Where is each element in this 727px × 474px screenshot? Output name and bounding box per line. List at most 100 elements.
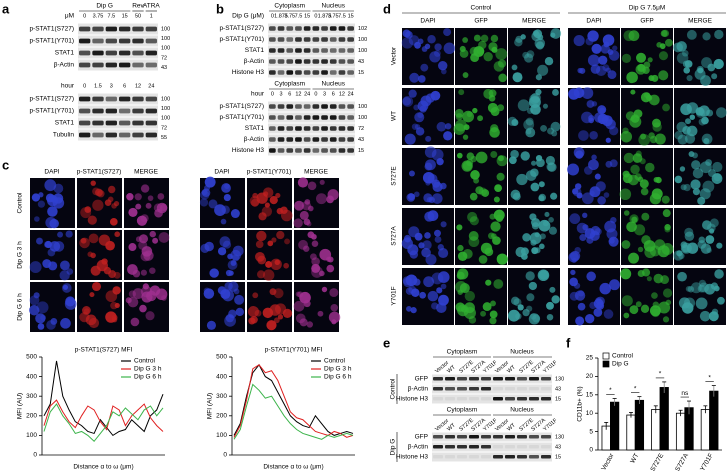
band xyxy=(517,435,527,439)
cell xyxy=(159,203,168,212)
cell xyxy=(575,316,585,326)
band xyxy=(445,435,455,439)
cell xyxy=(489,213,496,220)
cell xyxy=(431,302,439,310)
mw-marker: 100 xyxy=(161,116,170,122)
band xyxy=(329,59,337,64)
band xyxy=(105,26,117,32)
cell xyxy=(538,181,545,188)
blot-strip xyxy=(268,67,355,78)
cell xyxy=(462,134,469,140)
cell xyxy=(424,146,437,158)
row-label: p-STAT1(S727) xyxy=(219,25,264,32)
cell xyxy=(517,99,530,112)
cell xyxy=(524,53,534,63)
band xyxy=(457,435,467,439)
band xyxy=(541,377,551,381)
cell xyxy=(551,295,560,304)
lane-label: 1 xyxy=(150,13,153,19)
cell xyxy=(676,41,687,52)
cell xyxy=(582,212,588,218)
cell xyxy=(149,230,156,238)
cell xyxy=(612,45,618,51)
cell xyxy=(711,73,718,80)
cell xyxy=(662,209,671,218)
cell xyxy=(646,276,652,282)
cell xyxy=(423,276,435,288)
mw-marker: 43 xyxy=(358,137,364,143)
cell xyxy=(457,304,469,317)
cell xyxy=(623,30,635,42)
cell xyxy=(480,34,489,43)
cell xyxy=(645,162,655,173)
cell xyxy=(522,233,531,242)
cell xyxy=(266,320,277,331)
band xyxy=(295,148,302,153)
cell xyxy=(579,67,586,74)
cell xyxy=(409,250,419,259)
band xyxy=(541,435,551,439)
cell xyxy=(37,200,46,208)
band xyxy=(481,445,491,449)
cell xyxy=(105,240,115,251)
cell xyxy=(275,192,281,199)
mw-marker: 100 xyxy=(161,96,170,102)
chart-title: p-STAT1(Y701) MFI xyxy=(265,347,323,354)
cell xyxy=(709,228,715,234)
cell xyxy=(57,231,64,238)
blot-strip xyxy=(268,45,355,56)
cell xyxy=(483,88,494,99)
cell xyxy=(437,244,444,251)
band xyxy=(517,445,527,449)
cell xyxy=(538,193,547,202)
cell xyxy=(46,195,59,207)
band xyxy=(493,455,503,459)
y-tick-label: 20 xyxy=(586,373,594,380)
band xyxy=(321,59,328,64)
cell xyxy=(697,196,706,205)
cell xyxy=(548,216,554,223)
cell xyxy=(690,179,701,190)
cell xyxy=(648,75,655,82)
lane-label: 12 xyxy=(339,91,345,97)
mw-marker: 15 xyxy=(555,454,561,460)
cell xyxy=(258,212,267,221)
band xyxy=(445,397,455,401)
x-tick-label: S727A xyxy=(674,452,690,473)
blot-strip xyxy=(268,145,355,156)
cell xyxy=(255,240,264,249)
band xyxy=(433,387,443,391)
column-label: MERGE xyxy=(522,18,547,25)
cell xyxy=(525,128,532,135)
cell xyxy=(680,184,687,191)
cell xyxy=(36,301,49,314)
band xyxy=(338,104,346,109)
cell xyxy=(633,109,643,119)
cell xyxy=(514,38,523,47)
cell xyxy=(138,234,149,244)
cell xyxy=(549,286,556,293)
band xyxy=(329,70,337,75)
cell xyxy=(134,193,142,201)
cell xyxy=(714,29,724,40)
cell xyxy=(280,209,293,222)
cell xyxy=(629,305,639,315)
cell xyxy=(640,133,647,140)
band xyxy=(321,126,328,131)
x-tick-label: S727E xyxy=(649,452,665,473)
y-tick-label: 300 xyxy=(26,393,37,400)
cell xyxy=(539,243,545,250)
cell xyxy=(223,194,231,202)
band xyxy=(321,137,328,142)
cell xyxy=(42,259,52,269)
cell xyxy=(581,87,594,100)
row-label: STAT1 xyxy=(55,50,75,57)
cell xyxy=(594,173,601,180)
band xyxy=(119,132,131,138)
cell xyxy=(706,223,716,233)
cell xyxy=(588,114,595,122)
cell xyxy=(579,234,587,242)
cell xyxy=(661,195,670,204)
legend-label: Control xyxy=(612,353,634,360)
cell xyxy=(577,302,586,311)
